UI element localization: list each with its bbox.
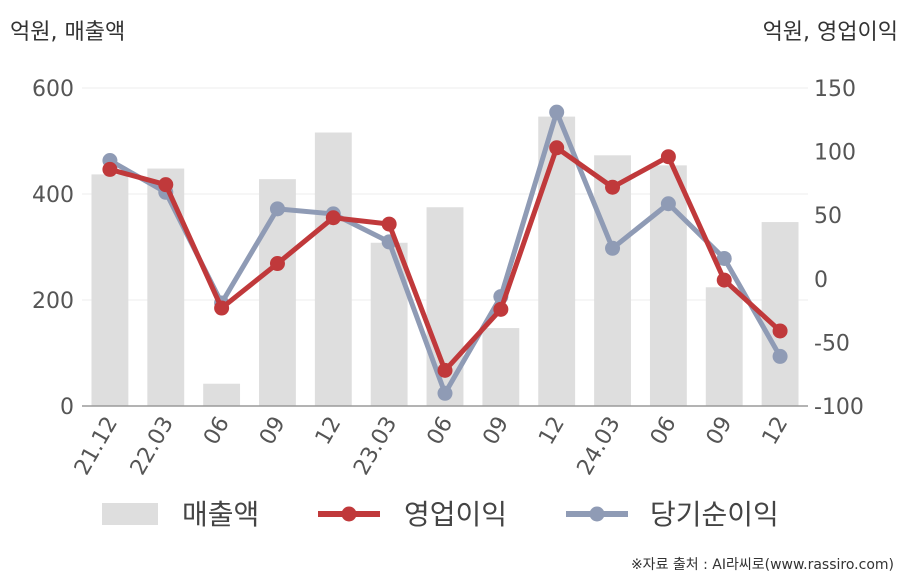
bar (594, 155, 631, 406)
series-point (772, 323, 788, 339)
source-note: ※자료 출처 : AI라씨로(www.rassiro.com) (630, 557, 894, 573)
bar (761, 222, 799, 406)
x-tick-label: 12 (534, 413, 570, 450)
bar (538, 116, 576, 407)
x-tick-label: 09 (255, 413, 291, 450)
x-tick-label: 06 (199, 413, 235, 450)
bar (259, 179, 296, 406)
x-tick-label: 06 (423, 413, 459, 450)
x-tick-label: 22.03 (126, 413, 179, 480)
legend-label: 영업이익 (404, 498, 507, 531)
x-tick-label: 24.03 (573, 413, 626, 480)
right-tick-label: -100 (814, 395, 864, 420)
series-point (716, 250, 732, 266)
left-tick-label: 400 (32, 183, 74, 208)
series-point (493, 301, 509, 317)
right-tick-label: 0 (814, 268, 828, 293)
series-point (772, 348, 788, 364)
series-point (102, 161, 118, 177)
series-point (549, 104, 565, 120)
bar (370, 242, 408, 406)
legend-label: 매출액 (182, 498, 259, 531)
right-tick-label: 50 (814, 204, 842, 229)
left-tick-label: 600 (32, 77, 74, 102)
legend-swatch-marker (589, 506, 605, 522)
series-point (660, 149, 676, 165)
left-axis-unit: 억원, 매출액 (10, 20, 126, 45)
x-tick-label: 06 (646, 413, 682, 450)
right-tick-label: 100 (814, 141, 856, 166)
x-tick-label: 09 (478, 413, 514, 450)
bar (314, 132, 352, 406)
legend-swatch-bar (102, 503, 158, 525)
series-point (437, 385, 453, 401)
series-point (269, 201, 285, 217)
x-tick-label: 12 (311, 413, 347, 450)
bar (705, 287, 743, 406)
series-point (605, 240, 621, 256)
right-axis-unit: 억원, 영업이익 (762, 20, 898, 45)
bar (203, 383, 241, 406)
legend-label: 당기순이익 (650, 498, 779, 531)
x-tick-label: 21.12 (70, 413, 123, 480)
right-tick-label: -50 (814, 331, 850, 356)
x-tick-label: 12 (758, 413, 794, 450)
legend-swatch-marker (341, 506, 357, 522)
series-point (716, 272, 732, 288)
series-point (269, 256, 285, 272)
x-tick-label: 23.03 (349, 413, 402, 480)
series-point (325, 210, 341, 226)
bar (147, 168, 185, 406)
bar (91, 174, 129, 406)
series-point (381, 216, 397, 232)
series-point (549, 140, 565, 156)
series-point (158, 177, 174, 193)
series-point (605, 179, 621, 195)
series-point (214, 300, 230, 316)
right-tick-label: 150 (814, 77, 856, 102)
x-tick-label: 09 (702, 413, 738, 450)
series-point (437, 362, 453, 378)
series-point (660, 196, 676, 212)
left-tick-label: 200 (32, 289, 74, 314)
left-tick-label: 0 (60, 395, 74, 420)
bar (482, 328, 520, 406)
